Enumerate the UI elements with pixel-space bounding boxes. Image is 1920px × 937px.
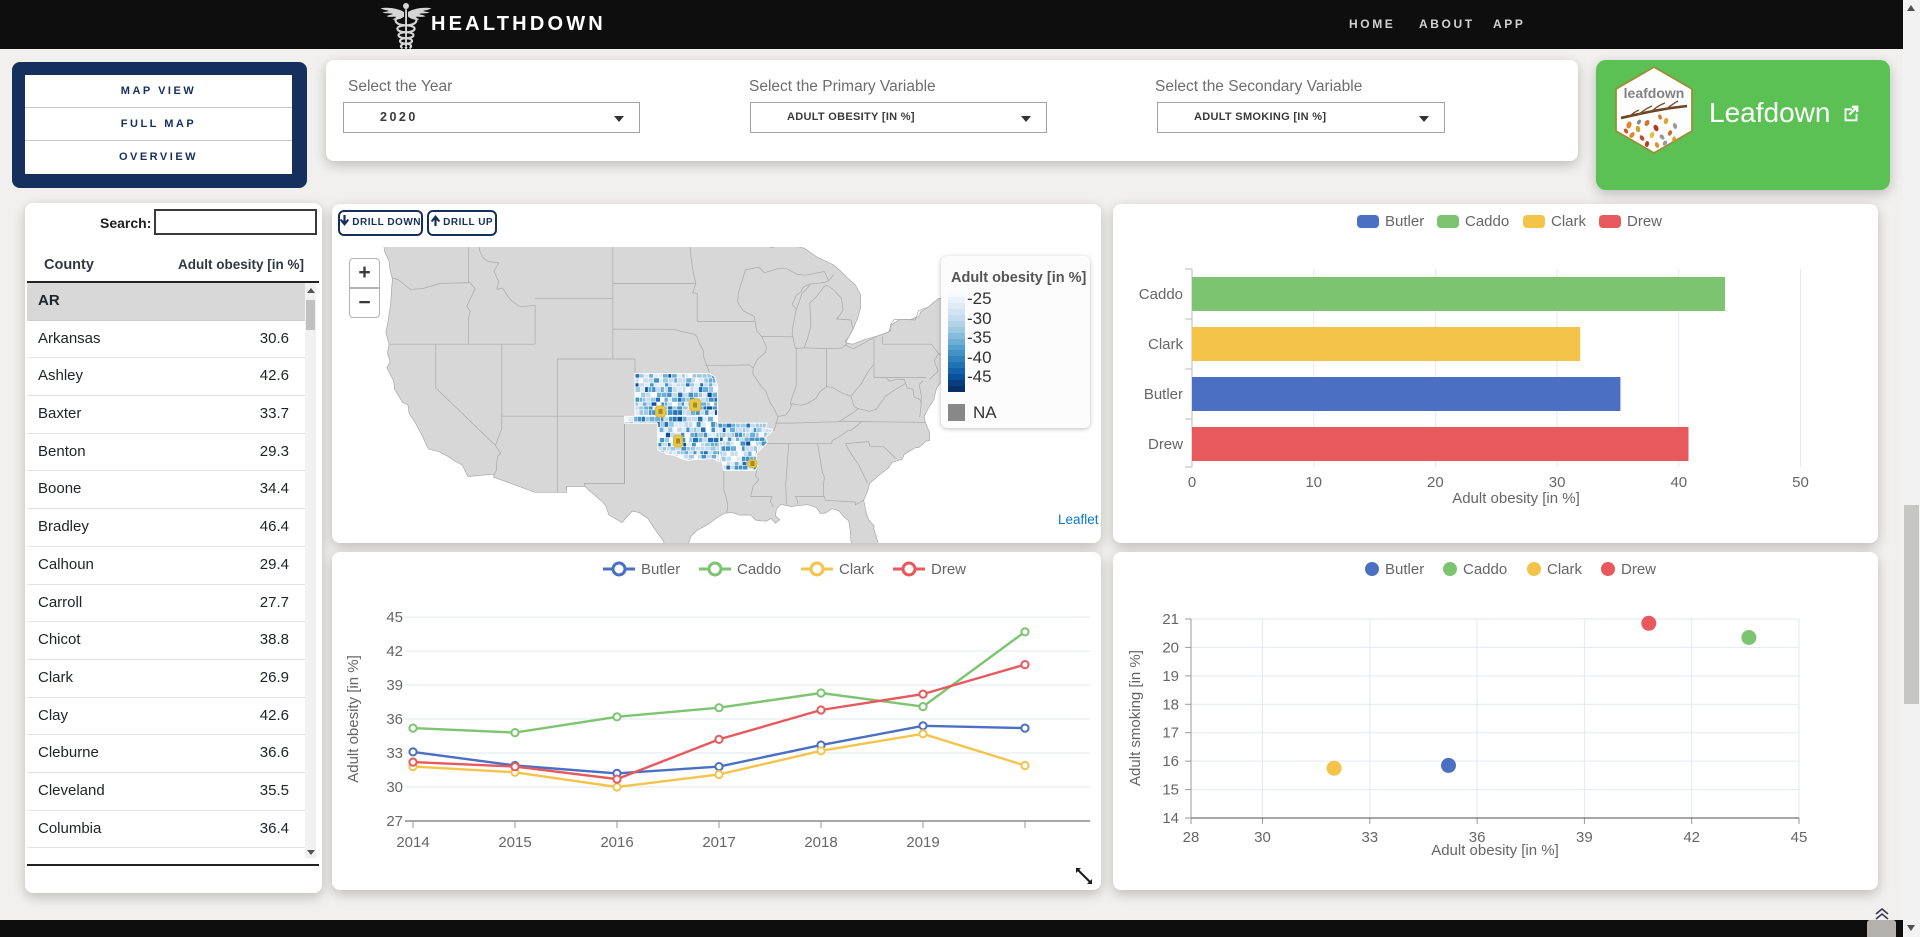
svg-text:36: 36 [386,711,403,728]
svg-text:Caddo: Caddo [1463,561,1507,578]
svg-text:17: 17 [1162,725,1179,742]
svg-text:Drew: Drew [1621,561,1656,578]
svg-text:30: 30 [1549,474,1566,491]
svg-text:30: 30 [1254,829,1271,846]
svg-text:Butler: Butler [1144,386,1183,403]
svg-text:39: 39 [386,677,403,694]
svg-text:Clark: Clark [1551,213,1587,230]
svg-text:50: 50 [1792,474,1809,491]
svg-text:2018: 2018 [804,834,837,851]
svg-text:Clark: Clark [839,561,875,578]
svg-text:39: 39 [1576,829,1593,846]
svg-text:Caddo: Caddo [1465,213,1509,230]
svg-text:Caddo: Caddo [737,561,781,578]
svg-text:14: 14 [1162,810,1179,827]
svg-text:Drew: Drew [1627,213,1662,230]
svg-text:21: 21 [1162,611,1179,628]
svg-text:Adult obesity [in %]: Adult obesity [in %] [345,655,362,783]
svg-text:2016: 2016 [600,834,633,851]
svg-text:42: 42 [386,643,403,660]
svg-text:Clark: Clark [1148,336,1184,353]
svg-text:45: 45 [386,609,403,626]
svg-text:0: 0 [1188,474,1196,491]
svg-text:Adult obesity [in %]: Adult obesity [in %] [1431,842,1559,859]
svg-text:Drew: Drew [931,561,966,578]
svg-text:15: 15 [1162,782,1179,799]
svg-text:Adult obesity [in %]: Adult obesity [in %] [1452,490,1580,507]
svg-text:2019: 2019 [906,834,939,851]
svg-text:Caddo: Caddo [1139,286,1183,303]
svg-text:20: 20 [1427,474,1444,491]
svg-text:45: 45 [1791,829,1808,846]
svg-text:33: 33 [386,745,403,762]
svg-text:36: 36 [1469,829,1486,846]
svg-text:16: 16 [1162,753,1179,770]
svg-text:18: 18 [1162,696,1179,713]
svg-text:Butler: Butler [1385,561,1424,578]
svg-text:2014: 2014 [396,834,429,851]
svg-text:30: 30 [386,779,403,796]
svg-text:leafdown: leafdown [1624,85,1685,101]
svg-text:10: 10 [1305,474,1322,491]
svg-text:Butler: Butler [641,561,680,578]
svg-text:40: 40 [1670,474,1687,491]
svg-text:27: 27 [386,813,403,830]
svg-text:Clark: Clark [1547,561,1583,578]
svg-text:Adult smoking [in %]: Adult smoking [in %] [1127,650,1144,786]
svg-text:2015: 2015 [498,834,531,851]
svg-text:20: 20 [1162,639,1179,656]
svg-text:Butler: Butler [1385,213,1424,230]
svg-text:33: 33 [1361,829,1378,846]
svg-text:Drew: Drew [1148,436,1183,453]
svg-text:28: 28 [1183,829,1200,846]
svg-text:19: 19 [1162,668,1179,685]
svg-text:42: 42 [1683,829,1700,846]
svg-text:2017: 2017 [702,834,735,851]
